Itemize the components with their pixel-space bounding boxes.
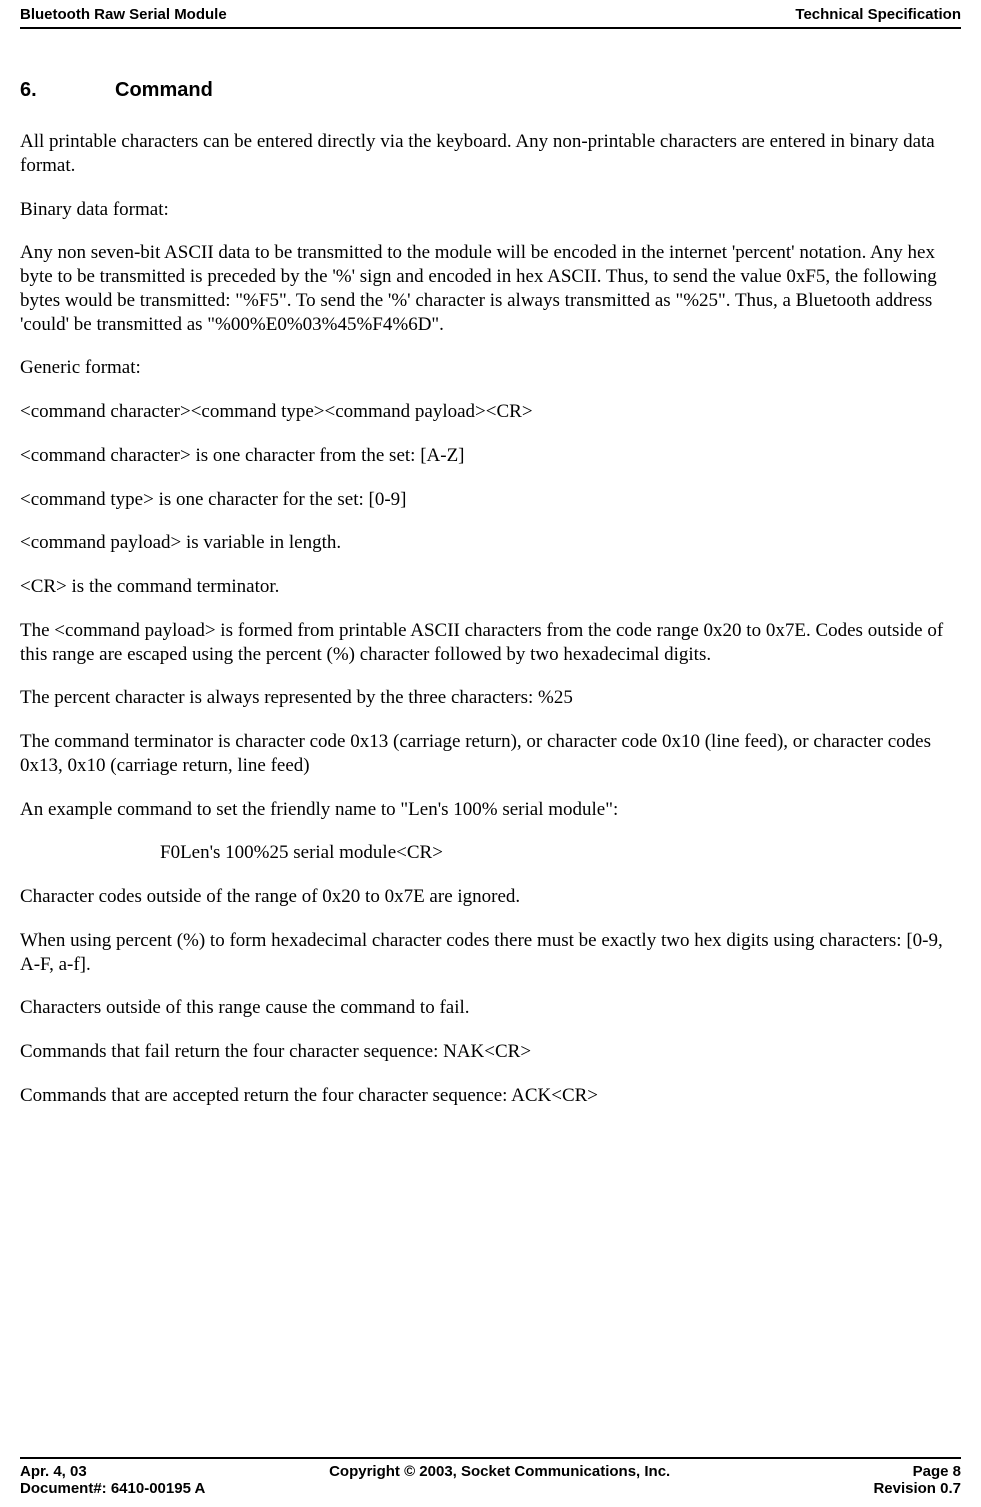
footer-row-2: Document#: 6410-00195 A Revision 0.7 (20, 1480, 961, 1497)
page-header: Bluetooth Raw Serial Module Technical Sp… (20, 0, 961, 29)
footer-date: Apr. 4, 03 (20, 1463, 87, 1480)
section-number: 6. (20, 79, 115, 102)
paragraph: When using percent (%) to form hexadecim… (20, 929, 961, 977)
footer-page: Page 8 (913, 1463, 961, 1480)
page-footer: Apr. 4, 03 Copyright © 2003, Socket Comm… (20, 1457, 961, 1507)
page-container: Bluetooth Raw Serial Module Technical Sp… (0, 0, 981, 1507)
footer-revision: Revision 0.7 (873, 1480, 961, 1497)
paragraph: An example command to set the friendly n… (20, 798, 961, 822)
paragraph: <command character> is one character fro… (20, 444, 961, 468)
paragraph: Binary data format: (20, 198, 961, 222)
paragraph: Commands that fail return the four chara… (20, 1040, 961, 1064)
paragraph: Any non seven-bit ASCII data to be trans… (20, 241, 961, 336)
page-content: 6.Command All printable characters can b… (20, 29, 961, 1457)
header-right: Technical Specification (795, 6, 961, 23)
paragraph: Characters outside of this range cause t… (20, 996, 961, 1020)
footer-copyright: Copyright © 2003, Socket Communications,… (329, 1463, 670, 1480)
paragraph: Commands that are accepted return the fo… (20, 1084, 961, 1108)
section-title-text: Command (115, 79, 213, 101)
section-heading: 6.Command (20, 79, 961, 102)
paragraph: The percent character is always represen… (20, 686, 961, 710)
header-left: Bluetooth Raw Serial Module (20, 6, 227, 23)
paragraph: <command type> is one character for the … (20, 488, 961, 512)
paragraph: <command character><command type><comman… (20, 400, 961, 424)
footer-row-1: Apr. 4, 03 Copyright © 2003, Socket Comm… (20, 1463, 961, 1480)
paragraph: All printable characters can be entered … (20, 130, 961, 178)
paragraph: <CR> is the command terminator. (20, 575, 961, 599)
paragraph: The <command payload> is formed from pri… (20, 619, 961, 667)
paragraph: The command terminator is character code… (20, 730, 961, 778)
paragraph: <command payload> is variable in length. (20, 531, 961, 555)
paragraph: Character codes outside of the range of … (20, 885, 961, 909)
paragraph: Generic format: (20, 356, 961, 380)
footer-docnum: Document#: 6410-00195 A (20, 1480, 205, 1497)
paragraph-example: F0Len's 100%25 serial module<CR> (20, 841, 961, 865)
